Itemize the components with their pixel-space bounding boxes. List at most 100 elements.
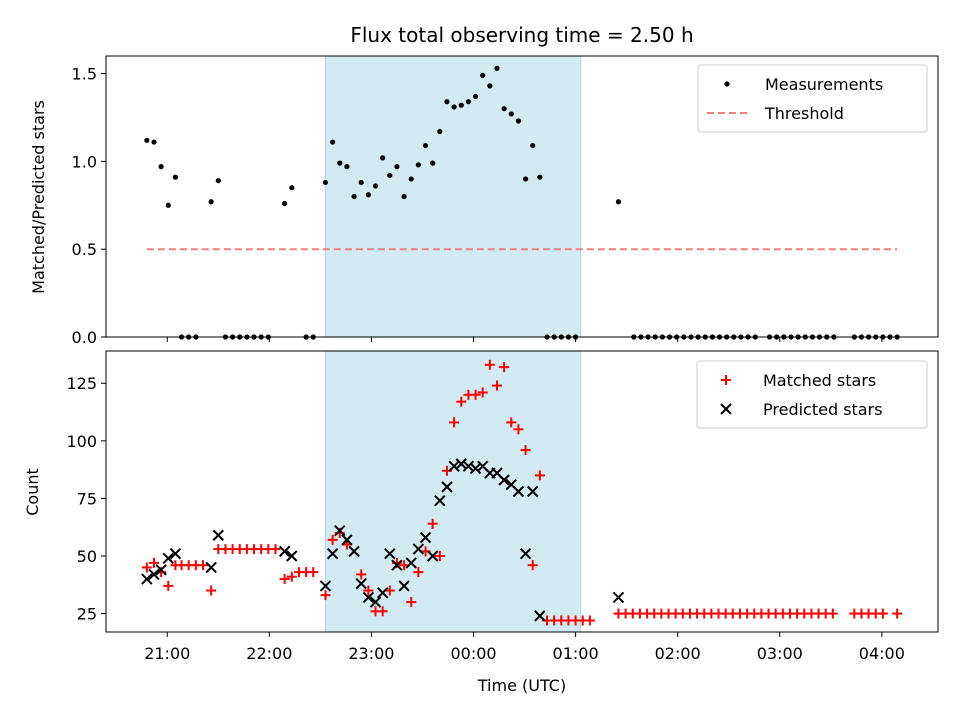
measurement-point [494,65,500,71]
predicted-stars-point [519,547,532,560]
measurement-point [351,193,357,200]
series-predicted-stars [141,458,625,622]
top-legend: Measurements Threshold [697,64,928,133]
measurement-point [158,164,164,170]
measurement-point [358,179,364,186]
measurement-point [444,99,450,105]
measurement-point [380,155,386,161]
legend-label-matched-stars: Matched stars [763,371,876,390]
x-tick-label: 03:00 [757,644,803,663]
predicted-stars-point [512,485,525,498]
matched-stars-point [877,608,888,619]
predicted-stars-point [384,547,396,560]
measurement-point [289,185,295,191]
bottom-y-tick-label: 125 [66,374,97,393]
matched-stars-point [584,615,595,626]
predicted-stars-point [162,552,174,565]
legend-label-measurements: Measurements [765,75,883,94]
measurement-point [537,174,543,180]
legend-marker-measurements [724,81,730,87]
matched-stars-point [286,571,297,582]
matched-stars-point [534,470,545,481]
matched-stars-point [484,359,495,370]
predicted-stars-point [419,531,432,544]
measurement-point [337,160,343,166]
measurement-point [430,160,436,166]
bottom-x-axis: 21:00 22:00 23:00 00:00 01:00 02:00 03:00 04:00 [144,632,905,663]
measurement-point [165,202,171,208]
measurement-point [451,104,457,110]
matched-stars-point [384,585,395,596]
top-y-axis: 0.0 0.5 1.0 1.5 [72,65,106,347]
bottom-panel: 25 50 75 100 125 21:00 22:00 23:00 00:00 01:00 02… [23,350,939,695]
measurement-point [372,183,379,189]
matched-stars-point [449,417,460,428]
legend-marker-matched-stars [721,375,731,385]
bottom-axes-frame [105,350,939,633]
matched-stars-point [499,362,510,373]
measurement-point [465,99,472,105]
predicted-stars-point [534,610,546,622]
measurement-point [144,137,150,143]
measurement-point [508,111,514,117]
predicted-stars-point [141,573,153,585]
predicted-stars-point [469,462,482,475]
predicted-stars-point [355,577,367,590]
series-matched-stars [141,359,903,626]
measurement-point [522,176,529,182]
predicted-stars-point [462,460,475,472]
predicted-stars-point [212,529,225,541]
matched-stars-point [197,560,208,571]
predicted-stars-point [398,580,410,592]
predicted-stars-point [155,564,167,576]
matched-stars-point [527,560,538,571]
top-panel: Flux total observing time = 2.50 h 0.00.… [29,23,939,347]
predicted-stars-point [169,547,182,560]
measurement-point [501,106,507,112]
legend-marker-predicted-stars [720,403,732,415]
predicted-stars-point [455,458,467,470]
matched-stars-point [406,597,417,608]
measurement-point [344,164,350,170]
measurement-point [615,199,622,205]
matched-stars-point [308,567,319,578]
top-y-tick-label: 0.0 [72,328,97,347]
top-y-tick-label: 1.5 [72,65,97,84]
matched-stars-point [513,424,524,435]
measurement-point [401,193,407,200]
matched-stars-point [456,396,467,407]
predicted-stars-point [362,591,375,604]
matched-stars-point [327,534,338,545]
matched-stars-point [206,585,217,596]
measurement-point [515,118,522,124]
legend-label-threshold: Threshold [764,104,844,123]
measurement-point [282,200,288,207]
measurement-point [437,128,443,135]
top-y-tick-label: 1.0 [72,152,97,171]
matched-stars-point [520,445,531,456]
predicted-stars-point [341,534,353,546]
predicted-stars-point [319,580,332,592]
matched-stars-point [477,387,488,398]
measurement-point [487,83,493,89]
predicted-stars-point [426,550,439,562]
bottom-y-tick-label: 75 [77,489,97,508]
top-legend-frame [697,64,928,133]
bottom-legend: Matched stars Predicted stars [696,360,928,429]
bottom-plot-area [141,350,903,633]
matched-stars-point [827,608,838,619]
matched-stars-point [413,567,424,578]
predicted-stars-point [348,545,360,558]
predicted-stars-point [148,568,160,581]
measurement-point [422,142,429,149]
x-tick-label: 00:00 [450,644,496,663]
x-tick-label: 02:00 [655,644,701,663]
matched-stars-point [506,417,517,428]
measurement-point [387,172,393,179]
top-shaded-interval [324,55,582,338]
bottom-shaded-interval [324,350,582,633]
top-y-axis-label: Matched/Predicted stars [29,100,48,294]
measurement-point [480,72,486,78]
measurement-point [208,199,214,205]
